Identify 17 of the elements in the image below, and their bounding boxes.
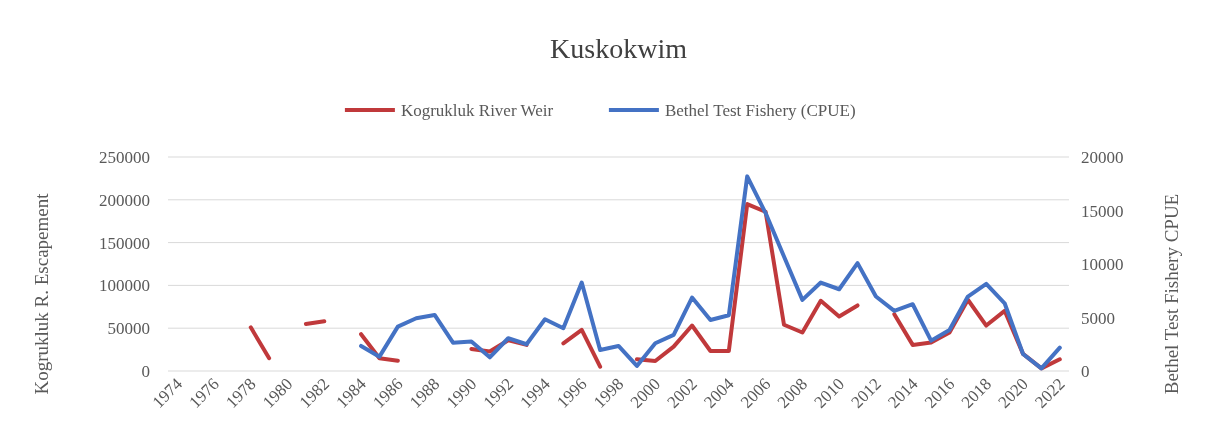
y2-tick-label: 20000 <box>1081 148 1124 167</box>
legend-label: Bethel Test Fishery (CPUE) <box>664 101 856 120</box>
y-tick-label: 50000 <box>107 319 150 339</box>
y-tick-label: 250000 <box>99 148 150 167</box>
y-tick-label: 200000 <box>99 190 150 210</box>
y-tick-label: 0 <box>141 362 150 381</box>
y-axis-title: Kogrukluk R. Escapement <box>31 192 52 395</box>
legend-label: Kogrukluk River Weir <box>400 101 554 120</box>
chart-title: Kuskokwim <box>550 33 688 64</box>
y-tick-label: 100000 <box>99 276 150 296</box>
y2-tick-label: 0 <box>1081 362 1090 381</box>
y2-tick-label: 5000 <box>1081 308 1115 328</box>
line-series <box>359 174 1062 371</box>
y2-tick-label: 15000 <box>1081 201 1124 221</box>
y-tick-label: 150000 <box>99 233 150 253</box>
y2-axis-title: Bethel Test Fishery CPUE <box>1161 193 1182 395</box>
y2-tick-label: 10000 <box>1081 255 1124 274</box>
